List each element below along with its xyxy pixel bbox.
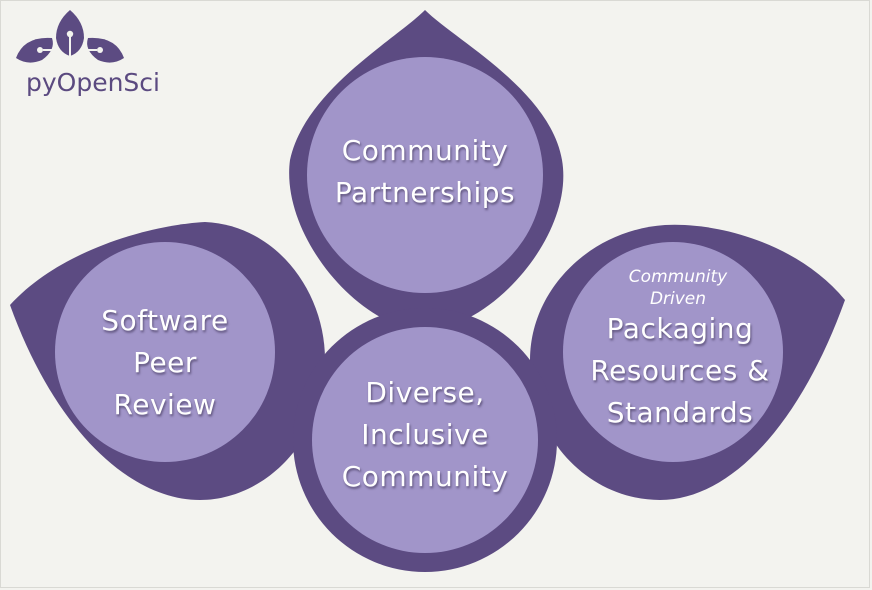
node-center-label: Diverse, Inclusive Community	[325, 372, 525, 498]
node-left-line-2: Peer	[133, 346, 197, 379]
node-right-sublabel-line-1: Community	[628, 267, 728, 287]
node-center-line-2: Inclusive	[361, 418, 489, 451]
node-right-sublabel: Community Driven	[598, 266, 758, 310]
node-left-label: Software Peer Review	[65, 300, 265, 426]
disc-right	[563, 242, 783, 462]
node-right-label: Packaging Resources & Standards	[580, 308, 780, 434]
node-center-line-3: Community	[341, 460, 509, 493]
logo-text: pyOpenSci	[26, 68, 160, 97]
pyopensci-logo: pyOpenSci	[12, 8, 182, 100]
disc-left	[55, 242, 275, 462]
disc-top	[307, 57, 543, 293]
node-top-line-2: Partnerships	[334, 176, 516, 209]
node-left-line-1: Software	[101, 304, 229, 337]
node-center-line-1: Diverse,	[365, 376, 485, 409]
node-top-label: Community Partnerships	[325, 130, 525, 214]
node-left-line-3: Review	[113, 388, 217, 421]
node-right-sublabel-line-2: Driven	[649, 289, 707, 309]
node-right-line-3: Standards	[606, 396, 754, 429]
flower-icon	[16, 10, 124, 63]
node-right-line-1: Packaging	[606, 312, 754, 345]
node-right-line-2: Resources &	[590, 354, 770, 387]
disc-center	[312, 327, 538, 553]
node-top-line-1: Community	[341, 134, 509, 167]
